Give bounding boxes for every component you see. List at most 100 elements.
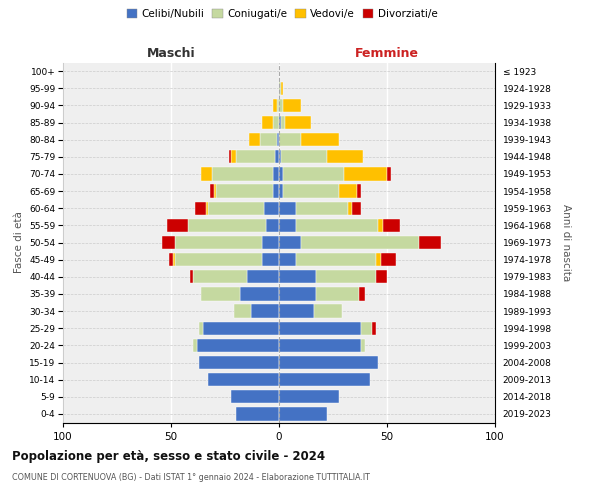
Bar: [283, 184, 340, 198]
Bar: [251, 304, 279, 318]
Bar: [357, 184, 361, 198]
Bar: [279, 304, 314, 318]
Bar: [240, 287, 279, 300]
Bar: [275, 150, 279, 164]
Bar: [229, 150, 232, 164]
Bar: [314, 304, 341, 318]
Bar: [301, 133, 340, 146]
Bar: [301, 236, 419, 249]
Bar: [344, 167, 387, 180]
Bar: [272, 167, 279, 180]
Bar: [277, 98, 279, 112]
Bar: [199, 322, 203, 335]
Bar: [272, 116, 279, 129]
Bar: [201, 167, 212, 180]
Bar: [264, 202, 279, 215]
Bar: [173, 253, 175, 266]
Y-axis label: Fasce di età: Fasce di età: [14, 212, 23, 274]
Bar: [419, 236, 441, 249]
Bar: [236, 150, 275, 164]
Bar: [279, 287, 316, 300]
Bar: [379, 218, 383, 232]
Bar: [232, 150, 236, 164]
Bar: [232, 390, 279, 404]
Bar: [217, 184, 272, 198]
Bar: [175, 236, 262, 249]
Bar: [201, 287, 240, 300]
Bar: [279, 407, 326, 420]
Bar: [260, 133, 277, 146]
Bar: [279, 322, 361, 335]
Bar: [383, 218, 400, 232]
Bar: [212, 167, 272, 180]
Bar: [163, 236, 175, 249]
Bar: [316, 287, 359, 300]
Bar: [277, 133, 279, 146]
Bar: [199, 356, 279, 369]
Y-axis label: Anni di nascita: Anni di nascita: [562, 204, 571, 281]
Bar: [272, 98, 277, 112]
Bar: [233, 304, 251, 318]
Text: Femmine: Femmine: [355, 47, 419, 60]
Bar: [208, 202, 264, 215]
Bar: [279, 116, 281, 129]
Text: COMUNE DI CORTENUOVA (BG) - Dati ISTAT 1° gennaio 2024 - Elaborazione TUTTITALIA: COMUNE DI CORTENUOVA (BG) - Dati ISTAT 1…: [12, 472, 370, 482]
Bar: [376, 270, 387, 283]
Bar: [272, 184, 279, 198]
Bar: [361, 338, 365, 352]
Bar: [361, 322, 372, 335]
Bar: [279, 270, 316, 283]
Bar: [326, 150, 363, 164]
Bar: [279, 338, 361, 352]
Bar: [281, 116, 286, 129]
Bar: [262, 236, 279, 249]
Bar: [262, 253, 279, 266]
Bar: [206, 202, 208, 215]
Bar: [279, 98, 283, 112]
Bar: [348, 202, 352, 215]
Bar: [279, 236, 301, 249]
Bar: [340, 184, 357, 198]
Bar: [210, 184, 214, 198]
Bar: [279, 373, 370, 386]
Bar: [214, 184, 217, 198]
Legend: Celibi/Nubili, Coniugati/e, Vedovi/e, Divorziati/e: Celibi/Nubili, Coniugati/e, Vedovi/e, Di…: [122, 5, 442, 24]
Bar: [279, 202, 296, 215]
Bar: [249, 133, 260, 146]
Bar: [279, 390, 340, 404]
Bar: [188, 218, 266, 232]
Bar: [296, 218, 379, 232]
Bar: [359, 287, 365, 300]
Bar: [247, 270, 279, 283]
Bar: [281, 150, 326, 164]
Bar: [208, 373, 279, 386]
Bar: [169, 253, 173, 266]
Bar: [193, 270, 247, 283]
Bar: [167, 218, 188, 232]
Bar: [266, 218, 279, 232]
Bar: [352, 202, 361, 215]
Bar: [296, 202, 348, 215]
Bar: [279, 150, 281, 164]
Bar: [283, 167, 344, 180]
Bar: [193, 338, 197, 352]
Bar: [281, 82, 283, 95]
Bar: [197, 338, 279, 352]
Bar: [279, 82, 281, 95]
Bar: [286, 116, 311, 129]
Bar: [296, 253, 376, 266]
Bar: [316, 270, 376, 283]
Bar: [372, 322, 376, 335]
Bar: [190, 270, 193, 283]
Text: Popolazione per età, sesso e stato civile - 2024: Popolazione per età, sesso e stato civil…: [12, 450, 325, 463]
Bar: [279, 253, 296, 266]
Bar: [203, 322, 279, 335]
Bar: [387, 167, 391, 180]
Bar: [380, 253, 395, 266]
Bar: [262, 116, 272, 129]
Bar: [175, 253, 262, 266]
Bar: [279, 133, 301, 146]
Bar: [279, 184, 283, 198]
Bar: [279, 167, 283, 180]
Bar: [376, 253, 380, 266]
